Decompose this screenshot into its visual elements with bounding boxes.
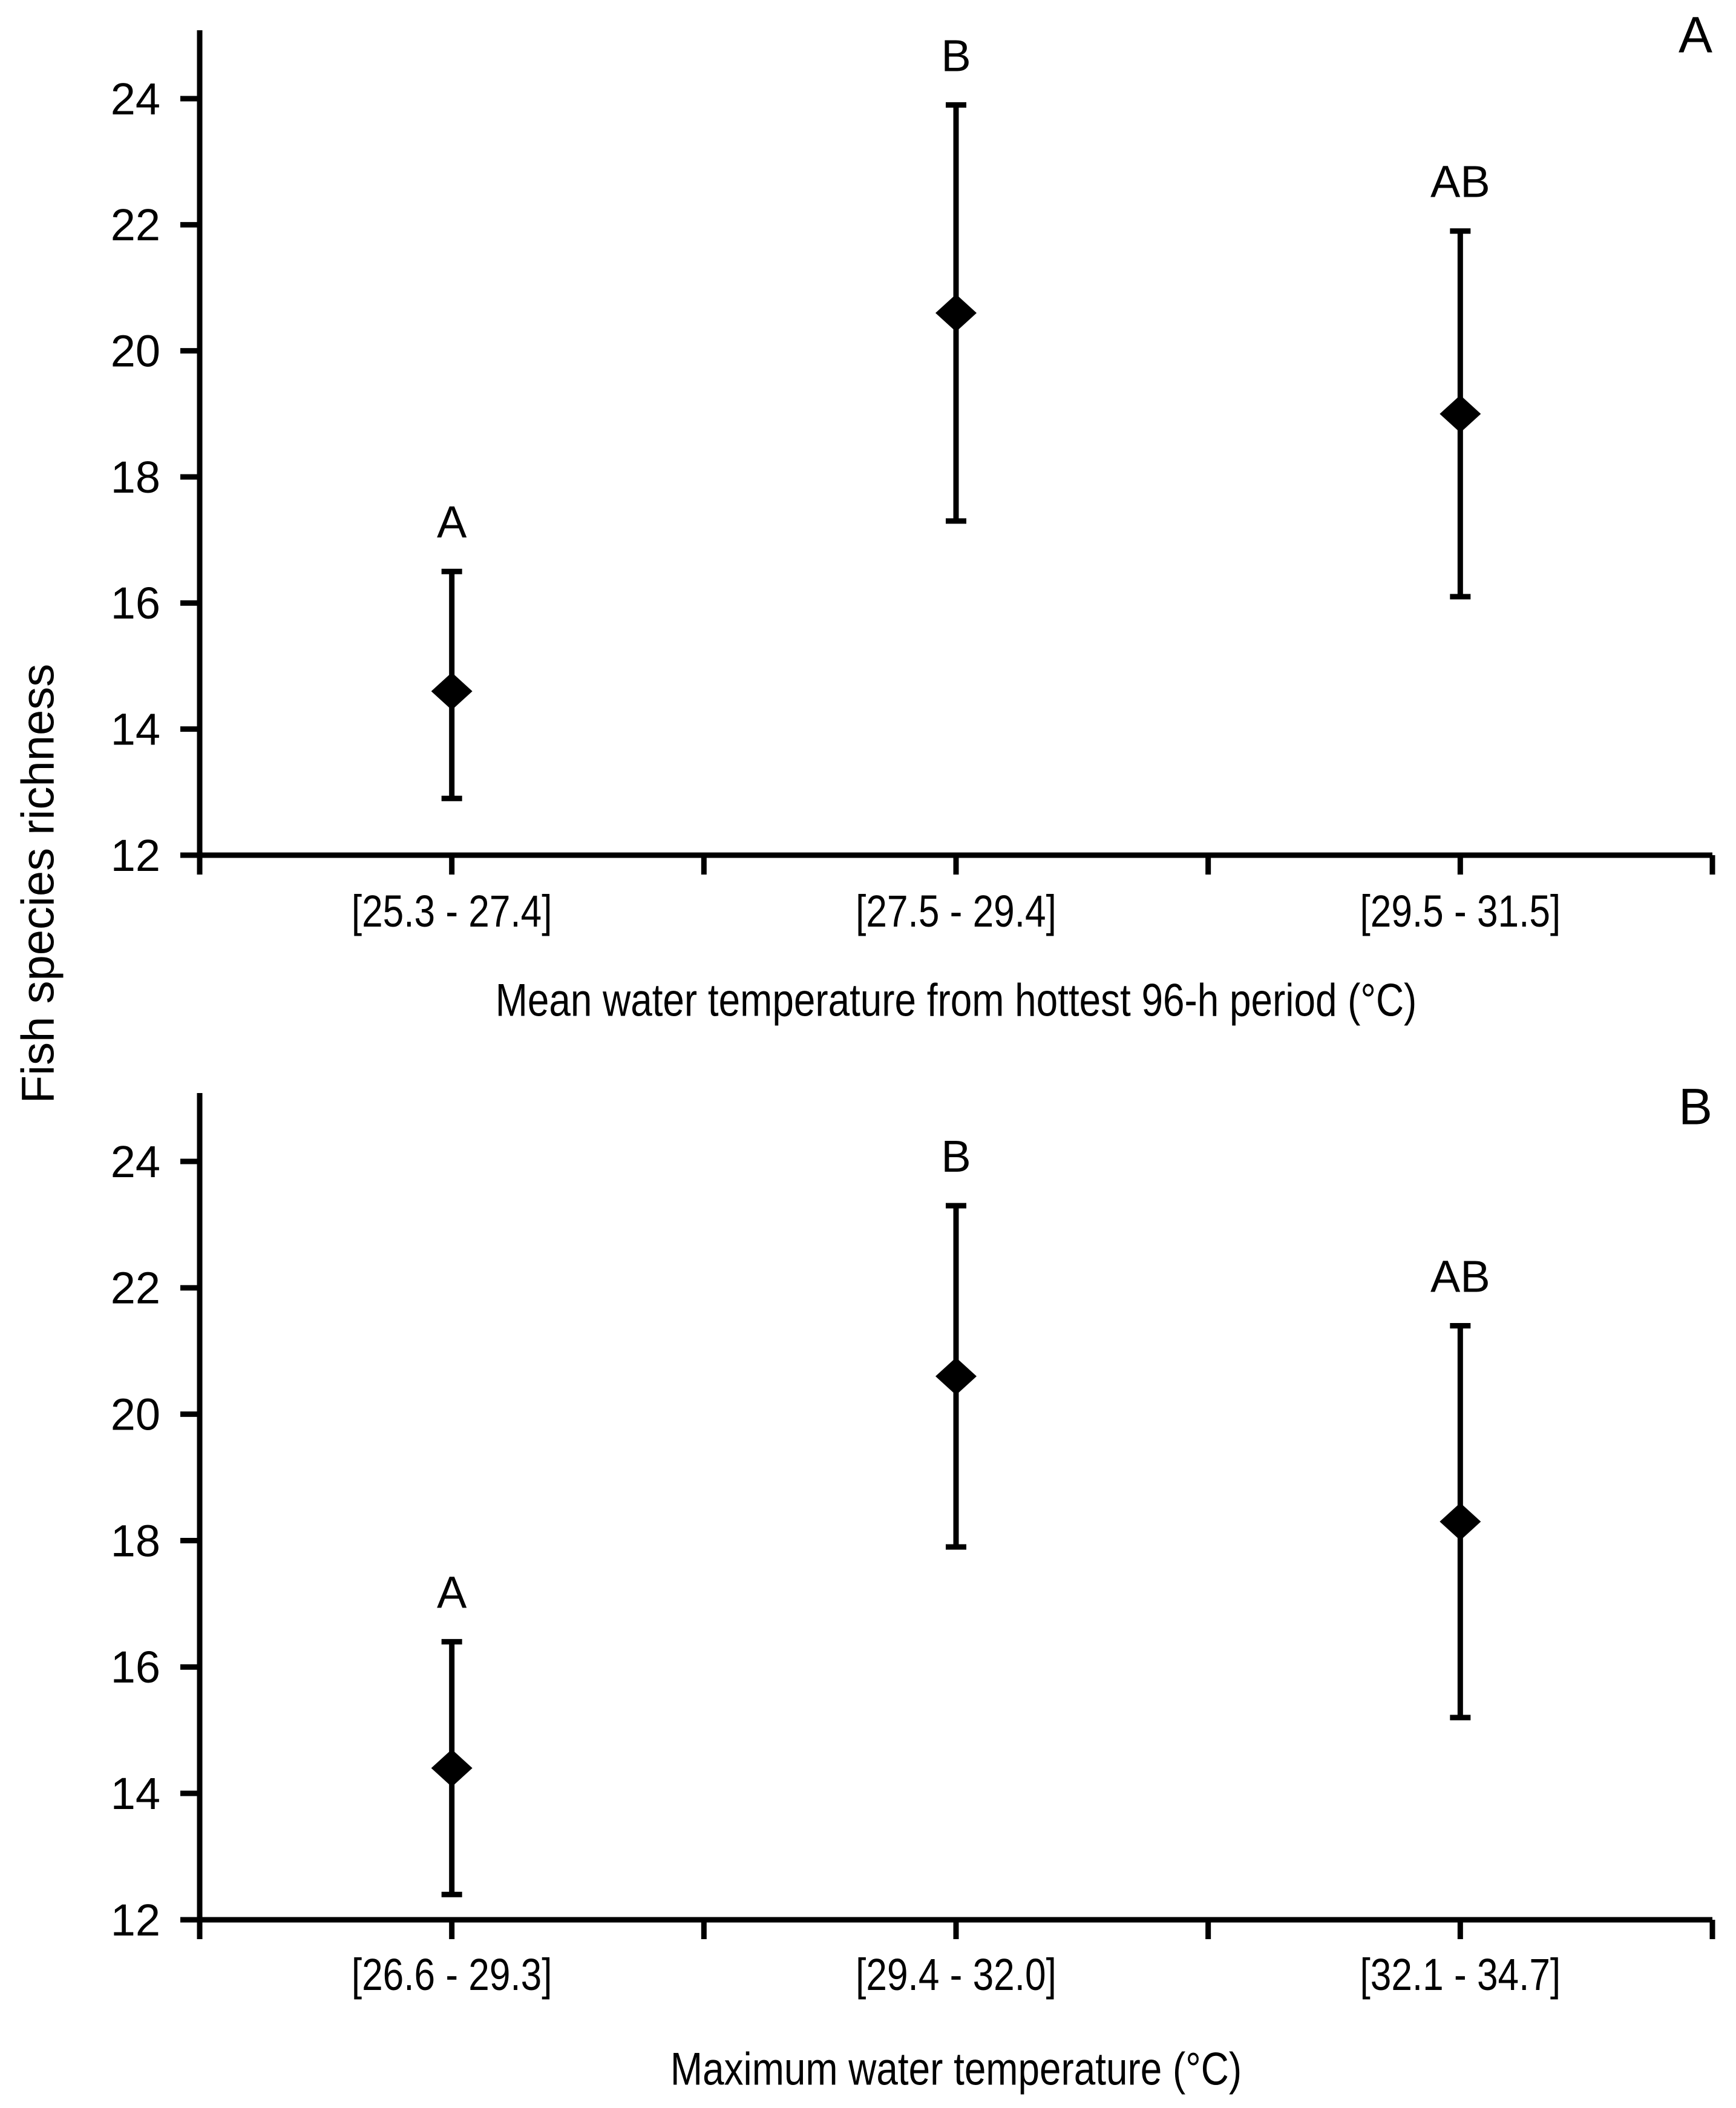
y-tick-label-group: 20 <box>111 326 160 376</box>
panel-corner-label: B <box>1679 1078 1712 1135</box>
errorbar-point: AB <box>1430 157 1490 600</box>
errorbar-point: B <box>935 1131 977 1550</box>
significance-letter: A <box>437 1567 467 1617</box>
y-tick-label-group: 16 <box>111 1642 160 1692</box>
y-tick-label-group: 12 <box>111 830 160 881</box>
x-category-label-group: [29.5 - 31.5] <box>1360 887 1561 936</box>
y-tick-label-group: 22 <box>111 200 160 250</box>
x-category-label: [29.5 - 31.5] <box>1360 887 1561 936</box>
y-tick-label-group: 14 <box>111 1768 160 1819</box>
diamond-marker <box>1440 1503 1481 1541</box>
errorbar-point: B <box>935 30 977 524</box>
significance-letter: AB <box>1430 1251 1490 1301</box>
y-tick-label: 14 <box>111 704 160 755</box>
x-category-label: [25.3 - 27.4] <box>352 887 552 936</box>
y-tick-label: 20 <box>111 1390 160 1440</box>
significance-letter: B <box>941 1131 971 1181</box>
y-tick-label: 24 <box>111 1137 160 1187</box>
x-category-label-group: [25.3 - 27.4] <box>352 887 552 936</box>
y-tick-label: 16 <box>111 1642 160 1692</box>
significance-letter: B <box>941 30 971 80</box>
significance-letter-group: A <box>437 1567 467 1617</box>
diamond-marker <box>935 294 977 332</box>
y-tick-label: 16 <box>111 578 160 628</box>
y-tick-label: 14 <box>111 1768 160 1819</box>
significance-letter-group: AB <box>1430 1251 1490 1301</box>
y-tick-label: 12 <box>111 830 160 881</box>
y-tick-label-group: 20 <box>111 1390 160 1440</box>
x-category-label: [26.6 - 29.3] <box>352 1950 552 2000</box>
panel-A: 12 14 16 18 20 22 24 [25.3 - 27.4] [27.5 - 29.4]… <box>111 6 1715 1026</box>
y-tick-label-group: 16 <box>111 578 160 628</box>
y-tick-label-group: 14 <box>111 704 160 755</box>
panel-B: 12 14 16 18 20 22 24 [26.6 - 29.3] [29.4 - 32.0]… <box>111 1078 1715 2095</box>
x-category-label-group: [32.1 - 34.7] <box>1360 1950 1561 2000</box>
y-axis-label: Fish species richness <box>13 664 64 1104</box>
x-category-label: [29.4 - 32.0] <box>856 1950 1056 2000</box>
y-tick-label: 18 <box>111 1515 160 1566</box>
errorbar-point: A <box>431 1567 473 1897</box>
diamond-marker <box>431 1749 473 1787</box>
x-category-label: [27.5 - 29.4] <box>856 887 1056 936</box>
y-tick-label: 22 <box>111 200 160 250</box>
y-tick-label-group: 12 <box>111 1895 160 1945</box>
panel-corner-label: A <box>1679 6 1712 63</box>
y-tick-label: 22 <box>111 1263 160 1313</box>
significance-letter-group: AB <box>1430 157 1490 207</box>
y-tick-label-group: 24 <box>111 74 160 124</box>
y-tick-label-group: 18 <box>111 1515 160 1566</box>
x-axis-title-group: Maximum water temperature (°C) <box>670 2043 1242 2095</box>
y-tick-label: 24 <box>111 74 160 124</box>
x-category-label-group: [27.5 - 29.4] <box>856 887 1056 936</box>
x-axis-title: Mean water temperature from hottest 96-h… <box>496 974 1417 1026</box>
y-tick-label-group: 24 <box>111 1137 160 1187</box>
x-category-label-group: [26.6 - 29.3] <box>352 1950 552 2000</box>
diamond-marker <box>935 1358 977 1396</box>
y-tick-label-group: 18 <box>111 452 160 502</box>
significance-letter: AB <box>1430 157 1490 207</box>
errorbar-point: A <box>431 497 473 801</box>
diamond-marker <box>431 672 473 711</box>
y-tick-label: 18 <box>111 452 160 502</box>
y-axis-shared-label-group: Fish species richness <box>13 664 64 1104</box>
panel-corner-label-group: B <box>1679 1078 1712 1135</box>
errorbar-point: AB <box>1430 1251 1490 1721</box>
significance-letter-group: A <box>437 497 467 547</box>
significance-letter: A <box>437 497 467 547</box>
x-category-label: [32.1 - 34.7] <box>1360 1950 1561 2000</box>
diamond-marker <box>1440 395 1481 433</box>
panels-container: 12 14 16 18 20 22 24 [25.3 - 27.4] [27.5 - 29.4]… <box>111 6 1715 2095</box>
x-category-label-group: [29.4 - 32.0] <box>856 1950 1056 2000</box>
y-tick-label: 12 <box>111 1895 160 1945</box>
significance-letter-group: B <box>941 30 971 80</box>
x-axis-title-group: Mean water temperature from hottest 96-h… <box>496 974 1417 1026</box>
y-tick-label-group: 22 <box>111 1263 160 1313</box>
significance-letter-group: B <box>941 1131 971 1181</box>
panel-corner-label-group: A <box>1679 6 1712 63</box>
y-tick-label: 20 <box>111 326 160 376</box>
x-axis-title: Maximum water temperature (°C) <box>670 2043 1242 2095</box>
